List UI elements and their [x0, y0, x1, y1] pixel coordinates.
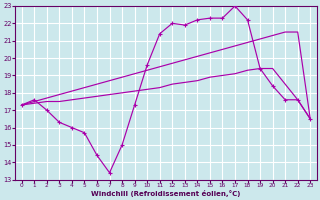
X-axis label: Windchill (Refroidissement éolien,°C): Windchill (Refroidissement éolien,°C): [91, 190, 241, 197]
